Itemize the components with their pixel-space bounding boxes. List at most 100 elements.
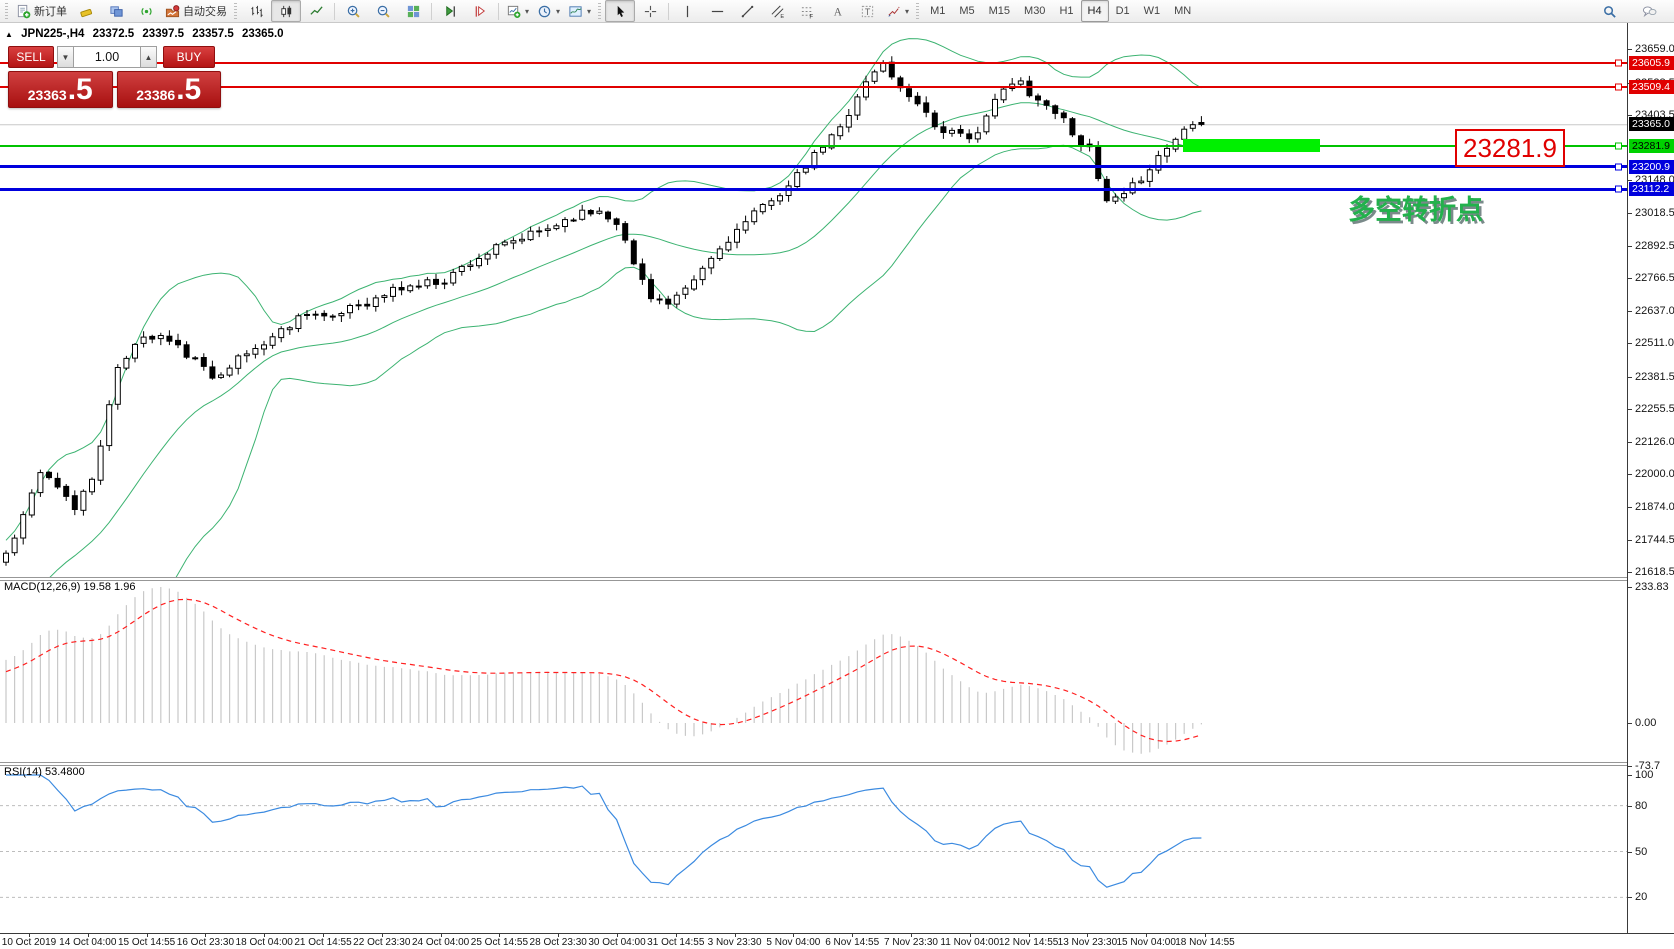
arrows-button[interactable]: ▾ [882, 0, 913, 22]
toolbar-grip[interactable] [5, 3, 8, 19]
horizontal-line-button[interactable] [702, 0, 732, 22]
rsi-scale-tick: 20 [1627, 891, 1648, 904]
support-line-2-anchor[interactable] [1615, 185, 1622, 193]
macd-pane[interactable] [5, 587, 1202, 754]
zoom-out-button[interactable] [368, 0, 398, 22]
tile-windows-button[interactable] [398, 0, 428, 22]
new-order-button[interactable]: 新订单 [12, 0, 71, 22]
timeframe-m30-button[interactable]: M30 [1024, 5, 1046, 17]
chat-button[interactable] [1634, 0, 1664, 22]
chart-shift-button[interactable] [465, 0, 495, 22]
resistance-line-2[interactable] [0, 83, 1627, 91]
time-label: 22 Oct 23:30 [353, 937, 411, 948]
resistance-line-2-anchor[interactable] [1615, 83, 1622, 91]
search-button[interactable] [1594, 0, 1624, 22]
timeframe-m5-button[interactable]: M5 [959, 5, 975, 17]
toolbar-grip[interactable] [916, 3, 920, 19]
pivot-line[interactable] [0, 142, 1627, 150]
timeframe-h1-button[interactable]: H1 [1059, 5, 1074, 17]
main-chart-pane[interactable] [0, 38, 1627, 705]
time-label: 31 Oct 14:55 [647, 937, 705, 948]
sell-price-pips: .5 [67, 73, 93, 106]
text-label-button[interactable]: T [852, 0, 882, 22]
eraser-button[interactable] [71, 0, 101, 22]
autotrading-button[interactable]: 自动交易 [161, 0, 231, 22]
periods-icon [537, 4, 552, 19]
toolbar-grip[interactable] [598, 3, 602, 19]
zoom-in-button[interactable] [338, 0, 368, 22]
chart-profiles-button[interactable] [101, 0, 131, 22]
crosshair-button[interactable] [635, 0, 665, 22]
vertical-line-button[interactable] [672, 0, 702, 22]
candle [1172, 138, 1179, 150]
volume-input[interactable] [74, 46, 140, 68]
volume-decrease-button[interactable]: ▼ [57, 46, 74, 68]
price-tick: 22892.5 [1628, 239, 1674, 252]
candle [71, 495, 78, 511]
time-tick [87, 934, 89, 937]
buy-button[interactable]: BUY [163, 46, 215, 68]
periods-dropdown-arrow[interactable]: ▾ [556, 6, 561, 16]
pivot-price-callout[interactable]: 23281.9 [1455, 129, 1565, 167]
timeframe-mn-button[interactable]: MN [1174, 5, 1192, 17]
candle [89, 478, 95, 493]
time-label: 7 Nov 23:30 [884, 937, 938, 948]
candle [278, 328, 285, 339]
templates-button[interactable]: ▾ [564, 0, 595, 22]
buy-price-pips: .5 [176, 73, 202, 106]
auto-scroll-button[interactable] [435, 0, 465, 22]
candle-chart-button[interactable] [271, 0, 301, 22]
new-chart-button[interactable]: ▾ [502, 0, 533, 22]
price-badge-23365.0: 23365.0 [1629, 117, 1674, 132]
signals-button[interactable] [131, 0, 161, 22]
periods-button[interactable]: ▾ [533, 0, 564, 22]
new-chart-dropdown-arrow[interactable]: ▾ [525, 6, 530, 16]
turning-point-text[interactable]: 多空转折点 [1348, 195, 1483, 225]
volume-increase-button[interactable]: ▲ [140, 46, 157, 68]
candle [304, 314, 310, 316]
equidistant-channel-button[interactable]: E [762, 0, 792, 22]
new-order-label: 新订单 [34, 6, 67, 18]
resistance-line-1-anchor[interactable] [1615, 59, 1622, 67]
price-axis[interactable]: 23659.023528.523403.523148.023018.522892… [1627, 23, 1674, 933]
sell-button[interactable]: SELL [8, 46, 54, 68]
buy-price-button[interactable]: 23386 .5 [116, 71, 221, 108]
support-line-2[interactable] [0, 185, 1627, 193]
rsi-scale-tick: 100 [1627, 769, 1654, 781]
sell-price-button[interactable]: 23363 .5 [8, 71, 113, 108]
timeframe-m15-button[interactable]: M15 [988, 5, 1011, 17]
support-line-1[interactable] [0, 163, 1627, 170]
timeframe-d1-button[interactable]: D1 [1115, 5, 1130, 17]
support-line-1-anchor[interactable] [1615, 163, 1622, 170]
trendline-button[interactable] [732, 0, 762, 22]
templates-dropdown-arrow[interactable]: ▾ [587, 6, 592, 16]
time-axis[interactable]: 10 Oct 2019 14 Oct 04:00 15 Oct 14:55 16 Oc… [0, 933, 1674, 949]
timeframe-m1-button[interactable]: M1 [930, 5, 946, 17]
arrows-dropdown-arrow[interactable]: ▾ [905, 6, 910, 16]
text-button[interactable]: A [822, 0, 852, 22]
tile-windows-icon [406, 4, 421, 19]
rsi-scale-tick: 50 [1627, 845, 1648, 858]
candle [433, 278, 439, 285]
macd-pane-separator[interactable] [0, 577, 1674, 581]
rsi-pane[interactable] [0, 774, 1627, 898]
line-chart-button[interactable] [301, 0, 331, 22]
candle [837, 126, 844, 137]
bar-chart-button[interactable] [241, 0, 271, 22]
rsi-pane-separator[interactable] [0, 762, 1674, 766]
candle [149, 335, 156, 340]
time-tick [617, 934, 618, 937]
resistance-line-1[interactable] [0, 59, 1627, 67]
toolbar-grip[interactable] [234, 3, 237, 19]
cursor-button[interactable] [605, 0, 636, 22]
pivot-line-anchor[interactable] [1615, 142, 1622, 150]
svg-text:A: A [833, 6, 842, 18]
time-label: 13 Nov 23:30 [1057, 937, 1118, 948]
collapse-panel-arrow[interactable]: ▲ [5, 30, 13, 39]
chart-shift-icon [473, 4, 488, 19]
fibonacci-button[interactable]: F [792, 0, 822, 22]
timeframe-h4-button[interactable]: H4 [1080, 0, 1109, 22]
timeframe-w1-button[interactable]: W1 [1143, 5, 1161, 17]
pivot-highlight-rectangle[interactable] [1183, 139, 1320, 152]
